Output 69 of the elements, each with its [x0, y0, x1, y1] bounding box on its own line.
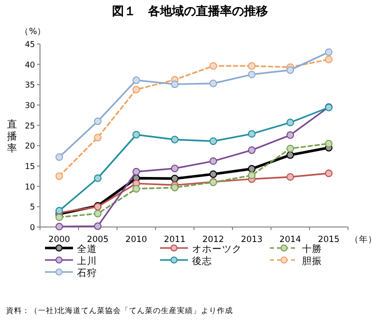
point: [286, 151, 294, 159]
point: [286, 66, 294, 74]
point: [209, 170, 218, 178]
point: [248, 146, 256, 154]
point: [94, 210, 102, 218]
legend-label: 胆振: [302, 255, 322, 267]
x-tick-label: 2015: [318, 235, 340, 245]
point: [132, 184, 140, 193]
point: [94, 174, 102, 182]
y-tick-label: 0: [30, 223, 35, 232]
y-tick-label: 40: [24, 60, 35, 70]
legend-label: 全道: [77, 243, 97, 255]
point: [286, 144, 294, 152]
y-tick-label: 10: [24, 182, 35, 192]
point: [248, 172, 256, 180]
y-tick-label: 5: [30, 202, 35, 212]
legend-label: 上川: [77, 255, 97, 267]
point: [248, 165, 256, 173]
point: [324, 140, 333, 148]
y-tick-label: 25: [24, 121, 35, 130]
legend-label: 後志: [192, 255, 212, 267]
point: [209, 137, 218, 145]
point: [132, 130, 140, 138]
x-tick-label: 2000: [48, 235, 70, 245]
point: [209, 80, 218, 88]
point: [55, 172, 64, 180]
point: [170, 136, 179, 144]
point: [286, 118, 294, 126]
y-tick-label: 45: [24, 40, 35, 49]
x-tick-label: 2011: [164, 235, 186, 245]
point: [170, 80, 179, 88]
point: [248, 70, 256, 78]
point: [132, 76, 140, 84]
point: [286, 173, 294, 181]
point: [170, 164, 179, 172]
x-tick-label: 2013: [240, 235, 263, 245]
point: [209, 62, 218, 70]
point: [132, 168, 140, 176]
x-tick-label: 2014: [279, 235, 302, 245]
point: [94, 222, 102, 230]
point: [170, 184, 179, 192]
legend-label: オホーツク: [192, 244, 242, 255]
y-tick-label: 20: [24, 142, 35, 151]
point: [209, 157, 218, 165]
point: [132, 86, 140, 94]
x-tick-label: 2012: [202, 235, 224, 245]
x-axis-title: （年）: [350, 234, 377, 245]
point: [286, 131, 294, 139]
x-tick-label: 2010: [125, 235, 148, 245]
point: [324, 48, 333, 56]
y-tick-label: 15: [24, 162, 35, 171]
point: [324, 170, 333, 178]
point: [94, 117, 102, 126]
point: [248, 130, 256, 138]
chart-title: 図１ 各地域の直播率の推移: [112, 4, 268, 18]
point: [55, 213, 64, 222]
point: [170, 174, 179, 182]
text: （%）: [20, 27, 46, 37]
point: [94, 134, 102, 142]
y-axis-title: 直播率: [7, 118, 17, 154]
x-tick-label: 2005: [86, 235, 109, 245]
point: [324, 56, 333, 64]
legend-label: 十勝: [302, 243, 322, 255]
legend-label: 石狩: [77, 267, 97, 279]
point: [248, 62, 256, 70]
point: [55, 153, 64, 161]
y-tick-label: 30: [24, 101, 35, 110]
point: [55, 222, 64, 230]
y-tick-label: 35: [24, 80, 35, 90]
